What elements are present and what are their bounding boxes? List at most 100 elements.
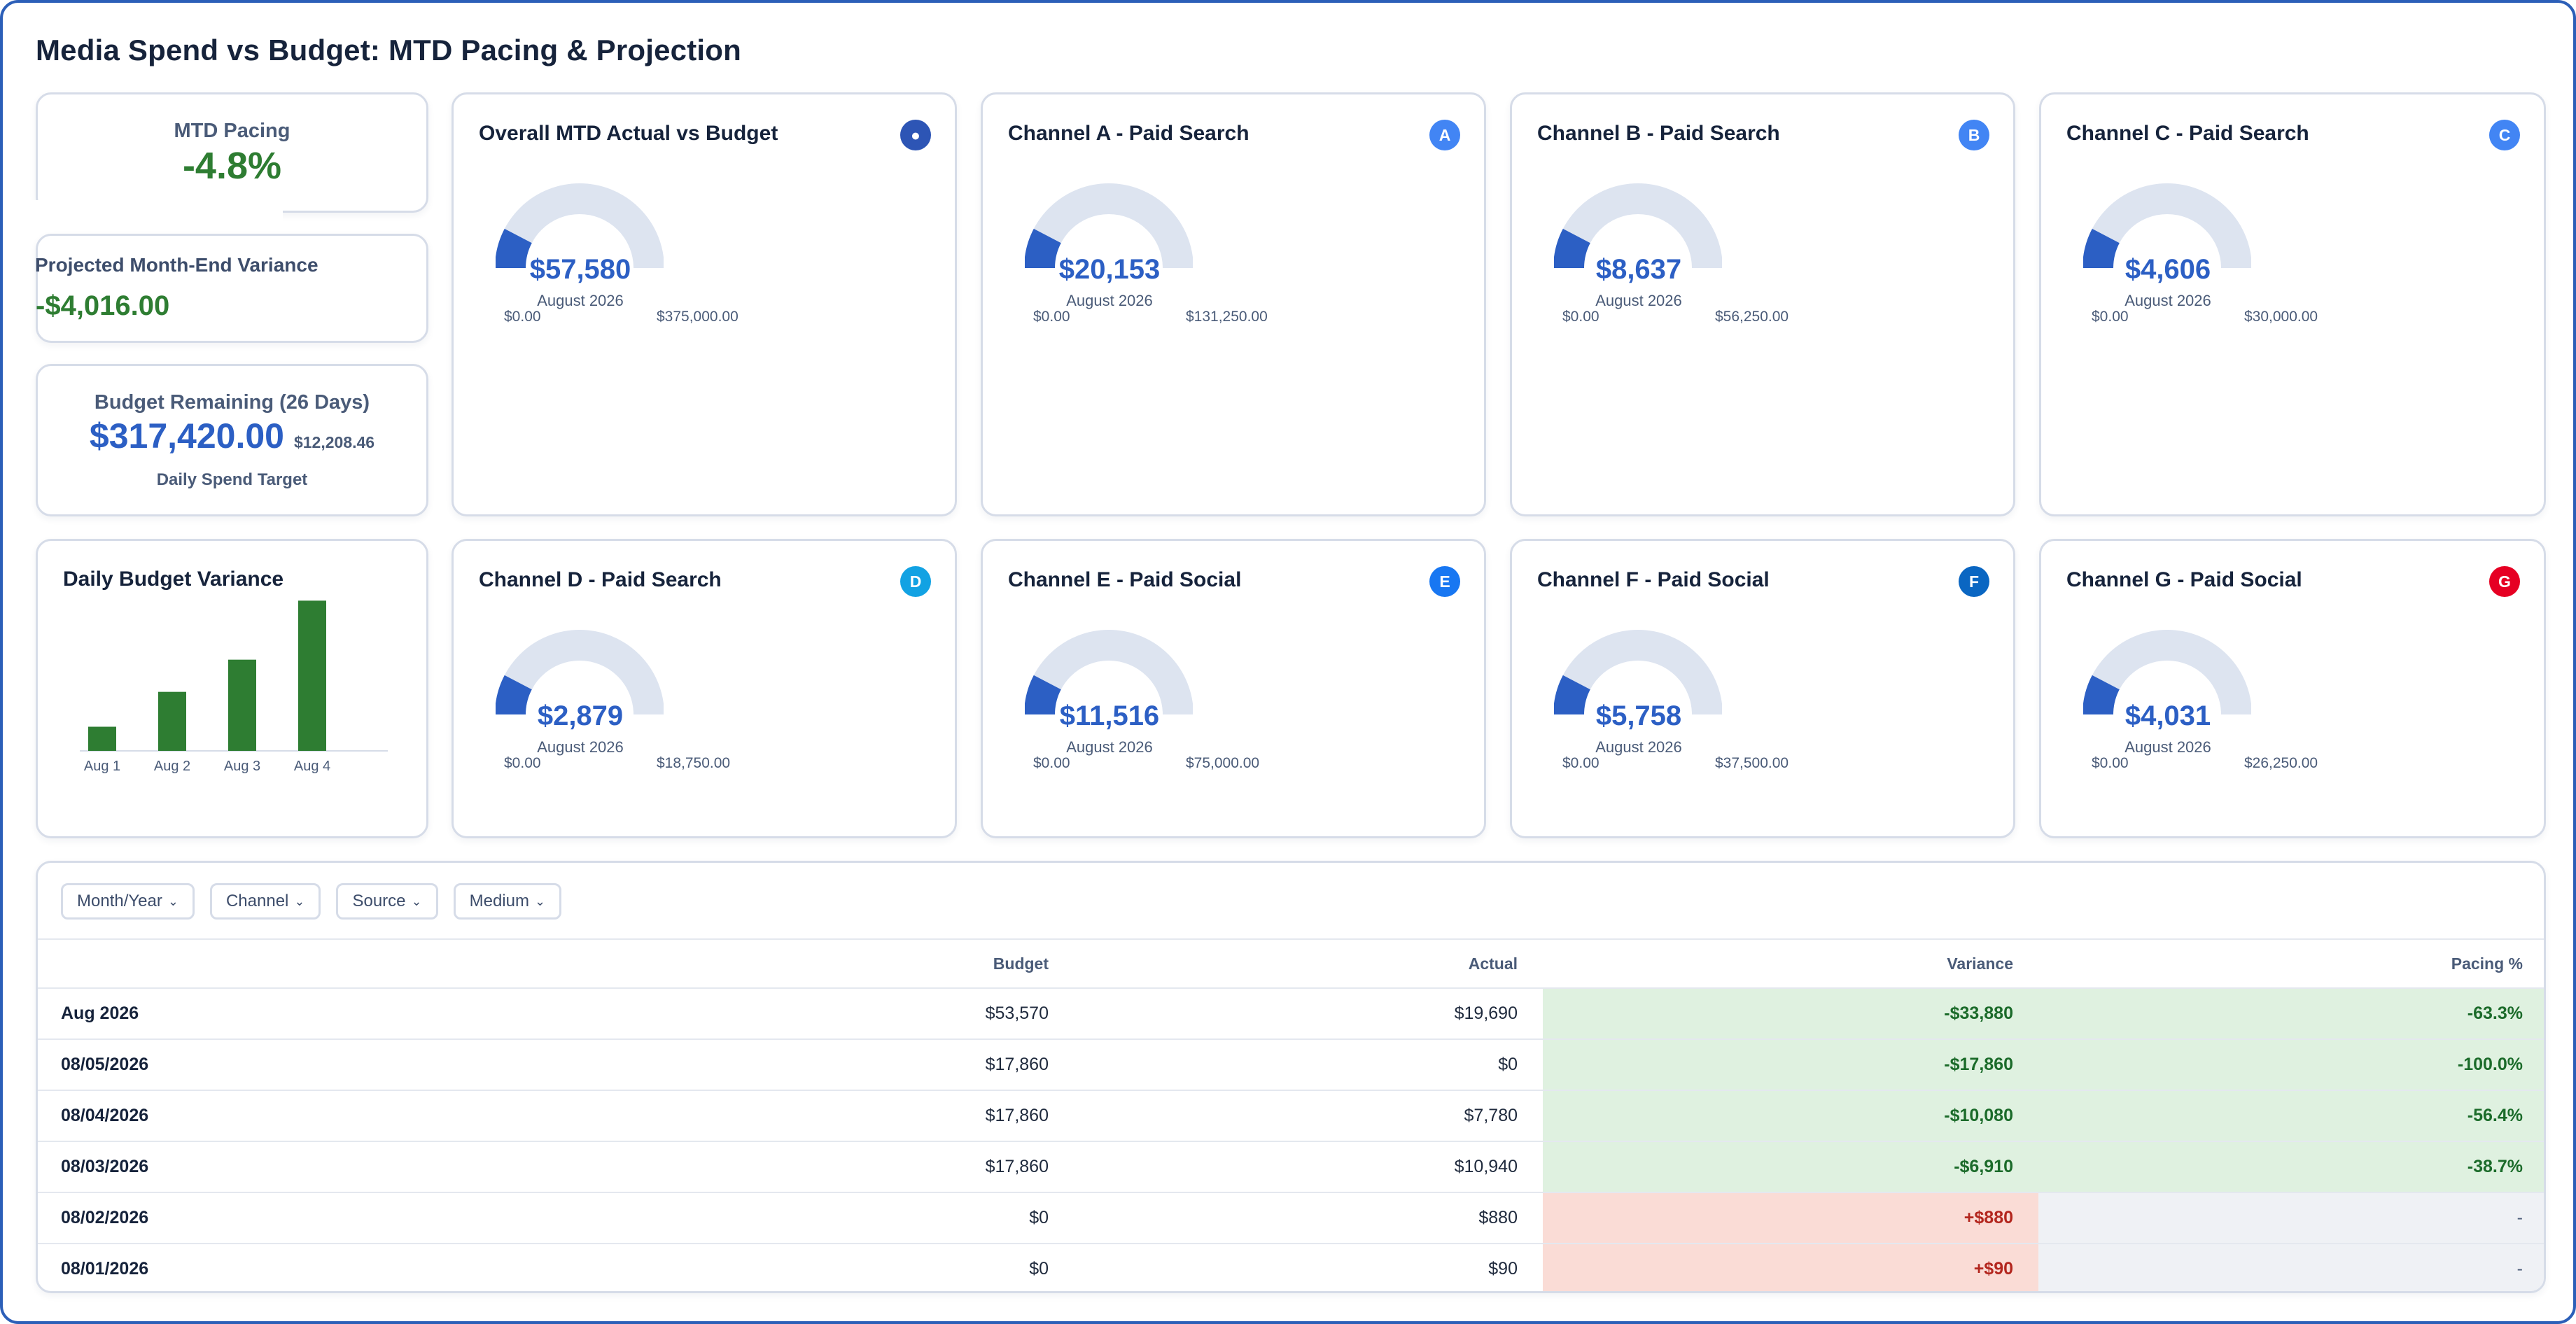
gauge-min-label: $0.00 (1033, 755, 1070, 771)
gauge-fill (2083, 228, 2120, 269)
row-label: 08/03/2026 (38, 1141, 605, 1193)
filter-label: Month/Year (77, 892, 162, 910)
pacing-cell: - (2038, 1244, 2544, 1291)
budget-cell: $17,860 (605, 1039, 1074, 1091)
gauge-max-label: $375,000.00 (657, 309, 738, 325)
gauge-max-label: $30,000.00 (2244, 309, 2318, 325)
filter-medium[interactable]: Medium ⌄ (453, 883, 562, 920)
pacing-cell: - (2038, 1192, 2544, 1244)
filter-label: Medium (469, 892, 529, 910)
gauge-min-label: $0.00 (2092, 755, 2129, 771)
channel-c-badge-icon: C (2489, 120, 2520, 150)
kpi-budget-remaining-value: $317,420.00 (89, 416, 284, 456)
gauge-period: August 2026 (1066, 292, 1153, 309)
x-tick-label: Aug 1 (84, 759, 120, 774)
gauge-fill (1025, 675, 1062, 715)
gauge-title: Channel C - Paid Search (2066, 122, 2309, 145)
table-header-row: Budget Actual Variance Pacing % (38, 938, 2544, 989)
table-row[interactable]: Aug 2026 $53,570 $19,690 -$33,880 -63.3% (38, 988, 2544, 1040)
pacing-cell: -100.0% (2038, 1039, 2544, 1091)
gauge-card-channel-a: Channel A - Paid Search A $20,153 August… (981, 92, 1486, 516)
gauge-max-label: $56,250.00 (1715, 309, 1789, 325)
gauge-title: Overall MTD Actual vs Budget (479, 122, 778, 145)
column-header-budget[interactable]: Budget (605, 938, 1074, 989)
gauge-value: $4,606 (2124, 254, 2211, 285)
gauge-value: $11,516 (1059, 700, 1160, 731)
gauge-min-label: $0.00 (1033, 309, 1070, 325)
filter-label: Source (352, 892, 406, 910)
actual-cell: $90 (1074, 1244, 1543, 1291)
gauge-value: $20,153 (1058, 254, 1161, 285)
bar[interactable] (88, 726, 116, 752)
gauge-chart (1025, 183, 1193, 269)
kpi-mtd-pacing-label: MTD Pacing (174, 120, 290, 142)
budget-cell: $0 (605, 1192, 1074, 1244)
channel-g-badge-icon: G (2489, 566, 2520, 597)
gauge-title: Channel D - Paid Search (479, 568, 722, 591)
gauge-max-label: $37,500.00 (1715, 755, 1789, 771)
table-row[interactable]: 08/03/2026 $17,860 $10,940 -$6,910 -38.7… (38, 1141, 2544, 1193)
bar[interactable] (298, 600, 326, 751)
column-header-label (38, 938, 605, 989)
bar[interactable] (158, 691, 186, 751)
variance-cell: +$90 (1543, 1244, 2038, 1291)
table-row[interactable]: 08/04/2026 $17,860 $7,780 -$10,080 -56.4… (38, 1090, 2544, 1142)
x-tick-label: Aug 3 (224, 759, 260, 774)
actual-cell: $0 (1074, 1039, 1543, 1091)
row-label: Aug 2026 (38, 988, 605, 1040)
gauge-card-channel-e: Channel E - Paid Social E $11,516 August… (981, 539, 1486, 838)
gauge-fill (496, 228, 533, 269)
actual-cell: $7,780 (1074, 1090, 1543, 1142)
kpi-mtd-pacing-value: -4.8% (182, 145, 282, 187)
filter-month-year[interactable]: Month/Year ⌄ (61, 883, 195, 920)
gauge-period: August 2026 (537, 738, 624, 756)
row-label: 08/05/2026 (38, 1039, 605, 1091)
gauge-period: August 2026 (537, 292, 624, 309)
row-label: 08/01/2026 (38, 1244, 605, 1291)
gauge-card-channel-b: Channel B - Paid Search B $8,637 August … (1510, 92, 2015, 516)
daily-variance-card: Daily Budget Variance Aug 1 Aug 2 Aug 3 Aug… (36, 539, 428, 838)
gauge-fill (1554, 228, 1591, 269)
variance-cell: -$33,880 (1543, 988, 2038, 1040)
gauge-fill (496, 675, 533, 715)
gauge-min-label: $0.00 (504, 309, 541, 325)
gauge-card-channel-g: Channel G - Paid Social G $4,031 August … (2039, 539, 2546, 838)
filter-channel[interactable]: Channel ⌄ (209, 883, 321, 920)
row-label: 08/02/2026 (38, 1192, 605, 1244)
column-header-pacing[interactable]: Pacing % (2038, 938, 2544, 989)
gauge-title: Channel B - Paid Search (1537, 122, 1780, 145)
bar[interactable] (228, 659, 256, 751)
gauge-max-label: $75,000.00 (1186, 755, 1260, 771)
gauge-period: August 2026 (2124, 738, 2211, 756)
column-header-actual[interactable]: Actual (1074, 938, 1543, 989)
row-label: 08/04/2026 (38, 1090, 605, 1142)
gauge-chart (1025, 630, 1193, 715)
table-row[interactable]: 08/05/2026 $17,860 $0 -$17,860 -100.0% (38, 1039, 2544, 1091)
kpi-daily-target-caption: Daily Spend Target (156, 470, 308, 489)
gauge-card-overall: Overall MTD Actual vs Budget ● $57,580 A… (451, 92, 957, 516)
kpi-daily-target-value: $12,208.46 (293, 433, 375, 451)
gauge-title: Channel E - Paid Social (1008, 568, 1242, 591)
gauge-max-label: $131,250.00 (1186, 309, 1268, 325)
variance-table-card: Month/Year ⌄ Channel ⌄ Source ⌄ Medium ⌄ (36, 861, 2546, 1293)
budget-cell: $0 (605, 1244, 1074, 1291)
filter-source[interactable]: Source ⌄ (336, 883, 438, 920)
chevron-down-icon: ⌄ (411, 894, 422, 908)
column-header-variance[interactable]: Variance (1543, 938, 2038, 989)
kpi-projected-variance-value: -$4,016.00 (36, 290, 170, 321)
table-row[interactable]: 08/01/2026 $0 $90 +$90 - (38, 1244, 2544, 1291)
gauge-chart (1554, 630, 1722, 715)
budget-cell: $17,860 (605, 1141, 1074, 1193)
channel-f-badge-icon: F (1959, 566, 1989, 597)
filter-label: Channel (225, 892, 289, 910)
table-row[interactable]: 08/02/2026 $0 $880 +$880 - (38, 1192, 2544, 1244)
gauge-chart (496, 630, 664, 715)
gauge-min-label: $0.00 (1562, 755, 1600, 771)
budget-cell: $53,570 (605, 988, 1074, 1040)
gauge-min-label: $0.00 (504, 755, 541, 771)
gauge-value: $8,637 (1595, 254, 1682, 285)
gauge-chart (2083, 183, 2251, 269)
x-tick-label: Aug 2 (154, 759, 190, 774)
gauge-fill (2083, 675, 2120, 715)
gauge-card-channel-c: Channel C - Paid Search C $4,606 August … (2039, 92, 2546, 516)
